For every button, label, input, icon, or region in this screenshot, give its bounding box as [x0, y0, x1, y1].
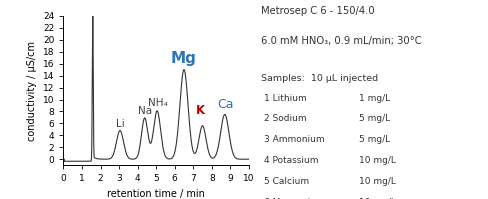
- X-axis label: retention time / min: retention time / min: [107, 189, 205, 199]
- Text: 3 Ammonium: 3 Ammonium: [264, 135, 324, 144]
- Text: Mg: Mg: [171, 51, 197, 66]
- Text: NH₄: NH₄: [148, 98, 167, 108]
- Text: 10 mg/L: 10 mg/L: [359, 177, 396, 186]
- Text: 5 Calcium: 5 Calcium: [264, 177, 308, 186]
- Text: 10 mg/L: 10 mg/L: [359, 156, 396, 165]
- Text: Na: Na: [138, 106, 152, 116]
- Text: 6 Magnesium: 6 Magnesium: [264, 198, 324, 199]
- Text: 5 mg/L: 5 mg/L: [359, 114, 390, 123]
- Text: 4 Potassium: 4 Potassium: [264, 156, 318, 165]
- Text: Samples:  10 µL injected: Samples: 10 µL injected: [261, 74, 378, 83]
- Text: Metrosep C 6 - 150/4.0: Metrosep C 6 - 150/4.0: [261, 6, 375, 16]
- Text: 10 mg/L: 10 mg/L: [359, 198, 396, 199]
- Text: 6.0 mM HNO₃, 0.9 mL/min; 30°C: 6.0 mM HNO₃, 0.9 mL/min; 30°C: [261, 36, 422, 46]
- Text: K: K: [196, 104, 205, 117]
- Text: 1 Lithium: 1 Lithium: [264, 94, 306, 102]
- Text: 1 mg/L: 1 mg/L: [359, 94, 390, 102]
- Text: Ca: Ca: [217, 98, 233, 111]
- Text: 5 mg/L: 5 mg/L: [359, 135, 390, 144]
- Text: Li: Li: [116, 119, 124, 129]
- Text: 2 Sodium: 2 Sodium: [264, 114, 306, 123]
- Y-axis label: conductivity / µS/cm: conductivity / µS/cm: [27, 41, 38, 140]
